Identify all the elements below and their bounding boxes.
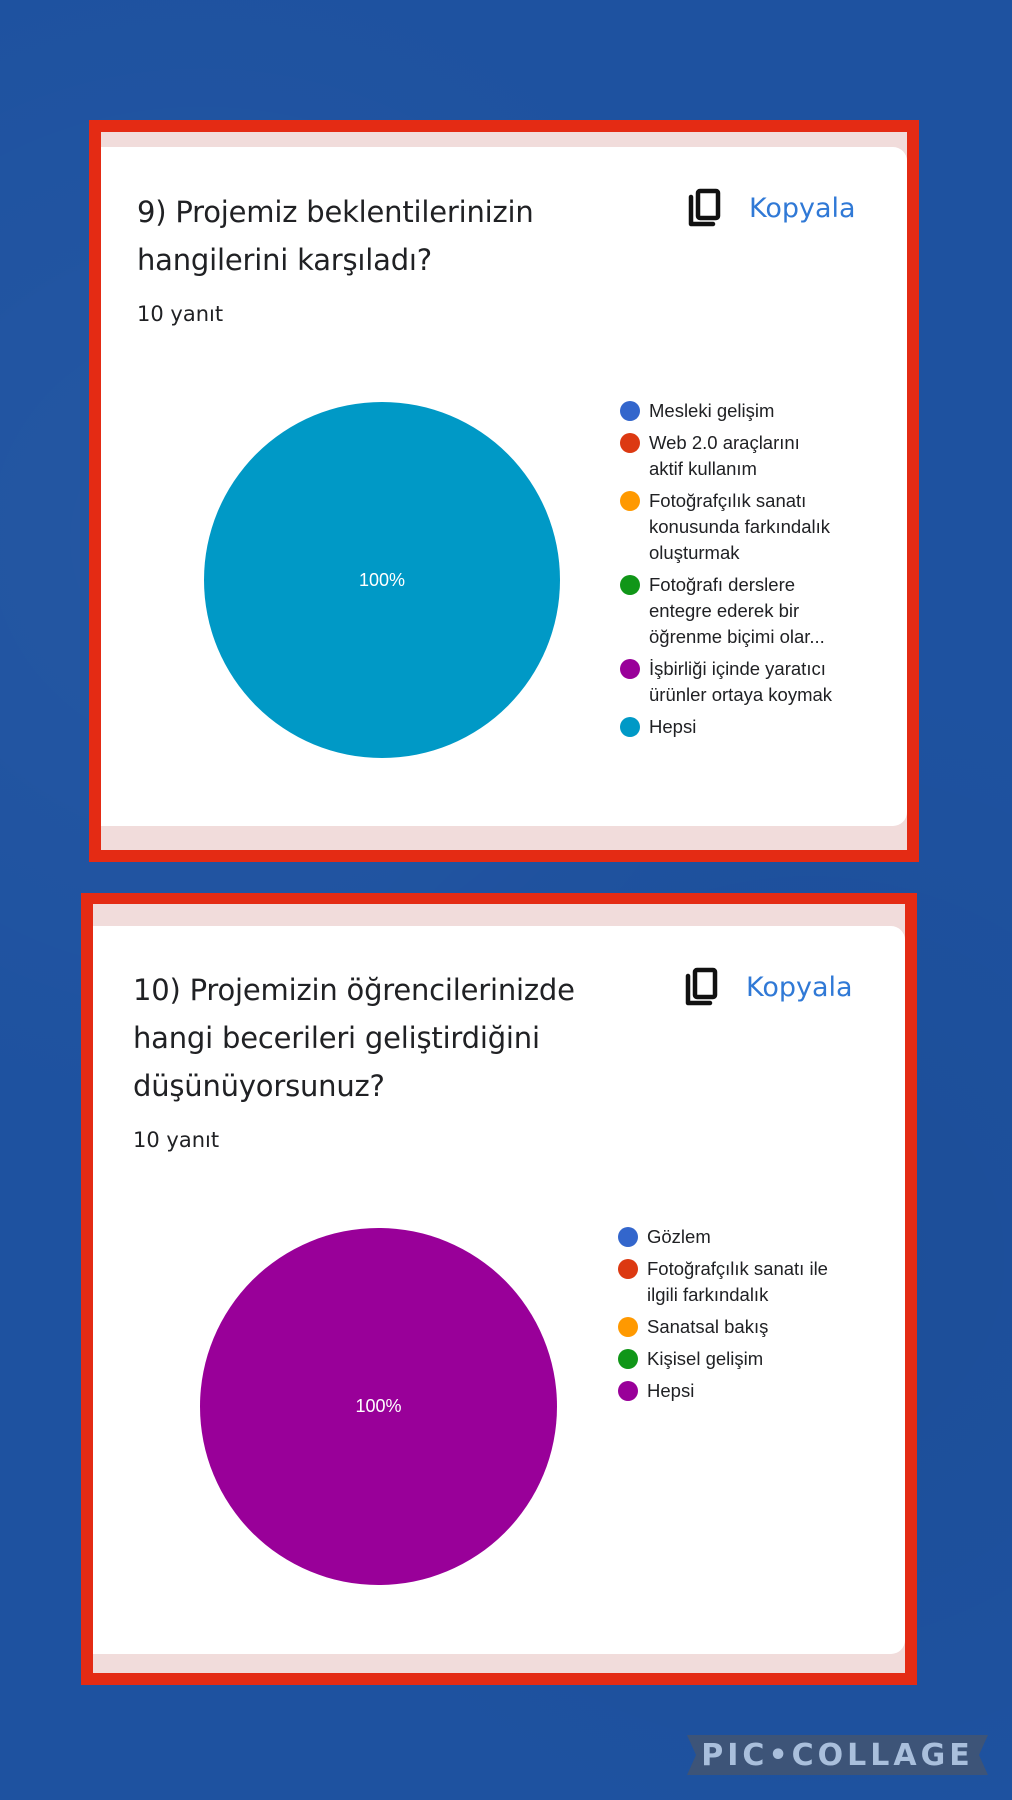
response-count: 10 yanıt bbox=[137, 302, 224, 326]
copy-label: Kopyala bbox=[746, 971, 853, 1003]
legend-label: Kişisel gelişim bbox=[647, 1346, 763, 1372]
legend-dot-icon bbox=[618, 1317, 638, 1337]
legend-item: Gözlem bbox=[618, 1224, 878, 1250]
legend-label: Hepsi bbox=[647, 1378, 694, 1404]
legend-item: Fotoğrafı derslere entegre ederek bir öğ… bbox=[620, 572, 860, 650]
legend-item: Sanatsal bakış bbox=[618, 1314, 878, 1340]
copy-icon bbox=[688, 188, 721, 227]
pie-slice-label: 100% bbox=[355, 1396, 402, 1416]
legend-label: İşbirliği içinde yaratıcı ürünler ortaya… bbox=[649, 656, 832, 708]
copy-label: Kopyala bbox=[749, 192, 856, 224]
pic-collage-watermark: PIC•COLLAGE bbox=[687, 1735, 988, 1775]
legend-line: Hepsi bbox=[647, 1380, 695, 1401]
legend-label: Web 2.0 araçlarını aktif kullanım bbox=[649, 430, 800, 482]
legend-dot-icon bbox=[620, 575, 640, 595]
legend-item: Hepsi bbox=[618, 1378, 878, 1404]
legend-item: Kişisel gelişim bbox=[618, 1346, 878, 1372]
legend-label: Sanatsal bakış bbox=[647, 1314, 768, 1340]
legend-line: Mesleki gelişim bbox=[649, 400, 775, 421]
response-count: 10 yanıt bbox=[133, 1128, 220, 1152]
legend-dot-icon bbox=[618, 1227, 638, 1247]
legend-label: Mesleki gelişim bbox=[649, 398, 774, 424]
legend-label: Hepsi bbox=[649, 714, 696, 740]
legend-line: konusunda farkındalık bbox=[649, 516, 831, 537]
legend-line: oluşturmak bbox=[649, 542, 740, 563]
legend-line: Gözlem bbox=[647, 1226, 711, 1247]
legend-dot-icon bbox=[620, 433, 640, 453]
pie-chart-9: 100% bbox=[204, 402, 560, 758]
legend-line: ürünler ortaya koymak bbox=[649, 684, 833, 705]
legend-line: Fotoğrafçılık sanatı ile bbox=[647, 1258, 828, 1279]
legend-dot-icon bbox=[618, 1349, 638, 1369]
legend-item: Hepsi bbox=[620, 714, 860, 740]
legend-line: ilgili farkındalık bbox=[647, 1284, 769, 1305]
title-line: hangilerini karşıladı? bbox=[137, 243, 432, 277]
legend-item: Fotoğrafçılık sanatı ile ilgili farkında… bbox=[618, 1256, 878, 1308]
legend-dot-icon bbox=[620, 659, 640, 679]
title-line: hangi becerileri geliştirdiğini bbox=[133, 1021, 540, 1055]
copy-icon bbox=[685, 967, 718, 1006]
legend-dot-icon bbox=[620, 717, 640, 737]
legend-item: Web 2.0 araçlarını aktif kullanım bbox=[620, 430, 860, 482]
legend-line: Fotoğrafçılık sanatı bbox=[649, 490, 807, 511]
chart-legend-10: Gözlem Fotoğrafçılık sanatı ile ilgili f… bbox=[618, 1224, 878, 1410]
legend-label: Fotoğrafçılık sanatı konusunda farkındal… bbox=[649, 488, 830, 566]
legend-line: Fotoğrafı derslere bbox=[649, 574, 796, 595]
title-line: düşünüyorsunuz? bbox=[133, 1069, 385, 1103]
legend-line: Sanatsal bakış bbox=[647, 1316, 769, 1337]
watermark-text: PIC•COLLAGE bbox=[701, 1737, 974, 1773]
legend-line: entegre ederek bir bbox=[649, 600, 800, 621]
legend-line: İşbirliği içinde yaratıcı bbox=[649, 658, 826, 679]
legend-dot-icon bbox=[618, 1259, 638, 1279]
legend-dot-icon bbox=[620, 491, 640, 511]
legend-item: Fotoğrafçılık sanatı konusunda farkındal… bbox=[620, 488, 860, 566]
legend-label: Fotoğrafı derslere entegre ederek bir öğ… bbox=[649, 572, 825, 650]
legend-line: Hepsi bbox=[649, 716, 697, 737]
pie-chart-10: 100% bbox=[200, 1228, 557, 1585]
legend-line: öğrenme biçimi olar... bbox=[649, 626, 825, 647]
legend-line: aktif kullanım bbox=[649, 458, 757, 479]
copy-button[interactable]: Kopyala bbox=[687, 188, 856, 228]
legend-line: Kişisel gelişim bbox=[647, 1348, 764, 1369]
copy-button[interactable]: Kopyala bbox=[684, 967, 853, 1007]
chart-legend-9: Mesleki gelişim Web 2.0 araçlarını aktif… bbox=[620, 398, 860, 746]
legend-label: Fotoğrafçılık sanatı ile ilgili farkında… bbox=[647, 1256, 828, 1308]
legend-item: İşbirliği içinde yaratıcı ürünler ortaya… bbox=[620, 656, 860, 708]
question-title-10: 10) Projemizin öğrencilerinizde hangi be… bbox=[133, 966, 575, 1110]
legend-dot-icon bbox=[618, 1381, 638, 1401]
legend-line: Web 2.0 araçlarını bbox=[649, 432, 800, 453]
legend-dot-icon bbox=[620, 401, 640, 421]
legend-label: Gözlem bbox=[647, 1224, 711, 1250]
title-line: 9) Projemiz beklentilerinizin bbox=[137, 195, 534, 229]
legend-item: Mesleki gelişim bbox=[620, 398, 860, 424]
pie-slice-label: 100% bbox=[358, 569, 406, 590]
title-line: 10) Projemizin öğrencilerinizde bbox=[133, 973, 575, 1007]
question-title-9: 9) Projemiz beklentilerinizin hangilerin… bbox=[137, 188, 534, 284]
